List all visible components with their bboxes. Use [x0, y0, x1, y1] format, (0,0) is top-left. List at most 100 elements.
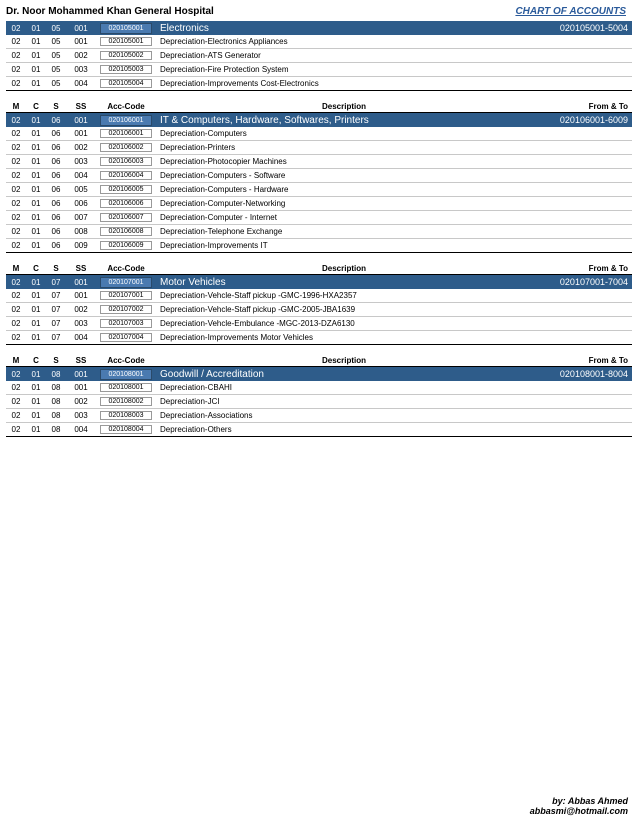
row-code-part: 05: [46, 65, 66, 74]
row-code-part: 01: [26, 291, 46, 300]
category-code-part: 07: [46, 278, 66, 287]
row-code-part: 02: [6, 383, 26, 392]
row-code-part: 002: [66, 51, 96, 60]
row-code-part: 01: [26, 79, 46, 88]
row-description: Depreciation-Electronics Appliances: [156, 37, 632, 46]
row-code-part: 01: [26, 425, 46, 434]
row-code-part: 02: [6, 425, 26, 434]
row-code-part: 05: [46, 37, 66, 46]
row-code-part: 001: [66, 37, 96, 46]
row-code-part: 004: [66, 171, 96, 180]
row-code-part: 07: [46, 319, 66, 328]
row-code-part: 01: [26, 129, 46, 138]
row-code-part: 02: [6, 143, 26, 152]
row-acc-code: 020108002: [100, 397, 152, 406]
row-code-part: 01: [26, 143, 46, 152]
category-acc-code: 020106001: [100, 115, 152, 126]
category-code-part: 01: [26, 24, 46, 33]
row-code-part: 01: [26, 157, 46, 166]
row-description: Depreciation-Improvements Motor Vehicles: [156, 333, 632, 342]
col-header-ss: SS: [66, 102, 96, 111]
row-code-part: 005: [66, 185, 96, 194]
row-code-part: 01: [26, 65, 46, 74]
row-acc-code: 020106002: [100, 143, 152, 152]
row-code-part: 01: [26, 171, 46, 180]
row-code-part: 01: [26, 319, 46, 328]
table-header-row: MCSSSAcc-CodeDescriptionFrom & To: [6, 101, 632, 113]
row-code-part: 01: [26, 199, 46, 208]
row-code-part: 06: [46, 185, 66, 194]
row-code-part: 02: [6, 213, 26, 222]
row-code-part: 06: [46, 129, 66, 138]
row-code-part: 08: [46, 383, 66, 392]
table-row: 020107003020107003Depreciation-Vehcle-Em…: [6, 317, 632, 331]
row-acc-code: 020105003: [100, 65, 152, 74]
row-code-part: 06: [46, 213, 66, 222]
category-description: IT & Computers, Hardware, Softwares, Pri…: [156, 115, 532, 126]
table-row: 020108001020108001Depreciation-CBAHI: [6, 381, 632, 395]
row-code-part: 003: [66, 411, 96, 420]
table-row: 020108003020108003Depreciation-Associati…: [6, 409, 632, 423]
category-row: 020108001020108001Goodwill / Accreditati…: [6, 367, 632, 381]
col-header-range: From & To: [532, 356, 632, 365]
table-row: 020108002020108002Depreciation-JCI: [6, 395, 632, 409]
row-code-part: 07: [46, 291, 66, 300]
category-code-part: 05: [46, 24, 66, 33]
category-row: 020106001020106001IT & Computers, Hardwa…: [6, 113, 632, 127]
row-description: Depreciation-Others: [156, 425, 632, 434]
row-code-part: 002: [66, 397, 96, 406]
table-row: 020106009020106009Depreciation-Improveme…: [6, 239, 632, 253]
col-header-c: C: [26, 356, 46, 365]
category-description: Electronics: [156, 23, 532, 34]
row-acc-code: 020108003: [100, 411, 152, 420]
row-code-part: 02: [6, 79, 26, 88]
row-code-part: 02: [6, 319, 26, 328]
row-code-part: 02: [6, 227, 26, 236]
row-code-part: 02: [6, 305, 26, 314]
row-code-part: 02: [6, 199, 26, 208]
row-acc-code: 020105004: [100, 79, 152, 88]
row-code-part: 01: [26, 383, 46, 392]
table-row: 020106001020106001Depreciation-Computers: [6, 127, 632, 141]
col-header-s: S: [46, 102, 66, 111]
row-description: Depreciation-Telephone Exchange: [156, 227, 632, 236]
row-code-part: 08: [46, 425, 66, 434]
row-code-part: 02: [6, 411, 26, 420]
category-acc-code: 020108001: [100, 369, 152, 380]
row-code-part: 08: [46, 397, 66, 406]
row-code-part: 06: [46, 171, 66, 180]
row-acc-code: 020108001: [100, 383, 152, 392]
category-code-part: 01: [26, 116, 46, 125]
row-acc-code: 020106007: [100, 213, 152, 222]
col-header-ss: SS: [66, 356, 96, 365]
row-code-part: 06: [46, 199, 66, 208]
table-row: 020107004020107004Depreciation-Improveme…: [6, 331, 632, 345]
row-acc-code: 020107001: [100, 291, 152, 300]
table-header-row: MCSSSAcc-CodeDescriptionFrom & To: [6, 355, 632, 367]
footer-author: by: Abbas Ahmed: [530, 796, 628, 806]
row-description: Depreciation-Computer - Internet: [156, 213, 632, 222]
sections-container: 020105001020105001Electronics020105001-5…: [6, 21, 632, 437]
category-code-part: 02: [6, 278, 26, 287]
row-code-part: 01: [26, 51, 46, 60]
col-header-acc: Acc-Code: [96, 264, 156, 273]
row-code-part: 001: [66, 129, 96, 138]
col-header-acc: Acc-Code: [96, 102, 156, 111]
row-code-part: 01: [26, 213, 46, 222]
row-code-part: 007: [66, 213, 96, 222]
table-row: 020105001020105001Depreciation-Electroni…: [6, 35, 632, 49]
col-header-range: From & To: [532, 264, 632, 273]
row-acc-code: 020106004: [100, 171, 152, 180]
table-row: 020105003020105003Depreciation-Fire Prot…: [6, 63, 632, 77]
row-description: Depreciation-Printers: [156, 143, 632, 152]
category-code-part: 01: [26, 370, 46, 379]
row-code-part: 01: [26, 241, 46, 250]
col-header-c: C: [26, 264, 46, 273]
row-code-part: 02: [6, 157, 26, 166]
row-code-part: 001: [66, 291, 96, 300]
account-section: MCSSSAcc-CodeDescriptionFrom & To0201060…: [6, 101, 632, 253]
row-description: Depreciation-Fire Protection System: [156, 65, 632, 74]
row-acc-code: 020107004: [100, 333, 152, 342]
row-description: Depreciation-Associations: [156, 411, 632, 420]
table-row: 020106004020106004Depreciation-Computers…: [6, 169, 632, 183]
